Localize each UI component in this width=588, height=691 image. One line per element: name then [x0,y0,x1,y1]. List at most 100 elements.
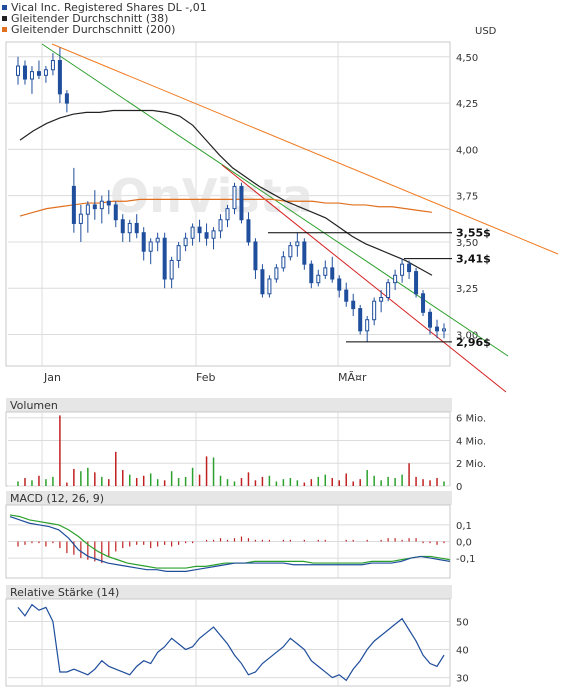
rsi-tick-label-2: 30 [456,674,469,685]
trendline-red [221,164,507,393]
candle-body [379,296,384,302]
candle-body [197,226,202,234]
macd-header-bg [6,491,452,505]
candle-body [421,293,426,313]
candle-body [225,208,230,221]
candle-body [134,222,139,234]
rsi-title: Relative Stärke (14) [10,586,119,599]
candle-body [400,263,405,276]
x-axis-labels: Jan Feb MÃ¤r [43,371,367,384]
candle-body [435,326,440,332]
macd-signal-line [9,514,451,569]
candle-body [302,241,307,265]
macd-line [9,516,451,572]
candle-body [239,185,244,221]
candle-body [246,219,251,243]
candle-body [274,267,279,280]
x-label-0: Jan [43,371,61,384]
ma200-line [19,198,433,217]
candle-body [232,185,237,210]
legend-swatch-ma38 [2,16,7,21]
x-label-1: Feb [196,371,215,384]
candle-body [281,256,286,269]
currency-label: USD [475,26,497,37]
candle-body [337,278,342,291]
candle-body [162,237,167,280]
candle-body [183,237,188,247]
candle-body [85,204,90,215]
candle-body [330,267,335,280]
legend: Vical Inc. Registered Shares DL -,01 Gle… [2,1,207,36]
volume-panel: Volumen 6 Mio. 4 Mio. 2 Mio. 0 [5,398,486,493]
volume-title: Volumen [10,399,58,412]
rsi-line [17,603,445,682]
x-label-2: MÃ¤r [338,371,367,384]
candle-body [71,185,76,224]
volume-tick-label-0: 6 Mio. [456,414,486,425]
price-tick-label-2: 4,00 [456,145,478,156]
candle-body [57,60,62,95]
candle-body [176,245,181,261]
candle-body [309,263,314,284]
legend-item-price: Vical Inc. Registered Shares DL -,01 [2,1,207,14]
candle-body [260,269,265,295]
candle-body [92,204,97,210]
macd-title: MACD (12, 26, 9) [10,492,104,505]
candle-body [211,230,216,239]
macd-tick-label-2: -0,1 [456,554,476,565]
ma38-line [19,109,433,276]
legend-item-ma38: Gleitender Durchschnitt (38) [2,12,168,25]
price-tick-label-3: 3,75 [456,192,478,203]
legend-label-ma38: Gleitender Durchschnitt (38) [11,12,168,25]
candle-body [141,232,146,252]
macd-panel: MACD (12, 26, 9) 0,1 0,0 -0,1 [5,491,476,579]
candle-body [99,200,104,210]
candle-body [253,241,258,271]
candle-body [316,274,321,284]
price-tick-label-4: 3,50 [456,238,478,249]
legend-swatch-price [2,5,7,10]
candle-body [36,71,41,76]
level-label-2: 2,96$ [456,336,491,349]
price-tick-label-6: 3,00 [456,331,478,342]
rsi-header-bg [6,585,452,599]
volume-tick-label-2: 2 Mio. [456,459,486,470]
candle-body [365,319,370,332]
rsi-panel: Relative Stärke (14) 50 40 30 [5,585,469,687]
legend-label-ma200: Gleitender Durchschnitt (200) [11,23,175,36]
candle-body [218,219,223,232]
candle-body [64,93,69,104]
candle-body [204,232,209,239]
volume-frame [5,411,451,487]
candle-body [393,274,398,284]
candle-body [372,300,377,321]
legend-swatch-ma200 [2,27,7,32]
candle-body [323,267,328,276]
candle-body [106,200,111,206]
candle-body [155,237,160,243]
price-tick-label-5: 3,25 [456,284,478,295]
candle-body [386,282,391,298]
candle-body [267,278,272,295]
level-label-0: 3,55$ [456,227,491,240]
rsi-tick-label-1: 40 [456,646,469,657]
candle-body [113,204,118,221]
rsi-frame [5,598,451,687]
candle-body [407,263,412,273]
rsi-tick-label-0: 50 [456,617,469,628]
candle-body [414,271,419,295]
candle-body [127,222,132,234]
price-tick-label-1: 4,25 [456,99,478,110]
level-label-1: 3,41$ [456,253,491,266]
candle-body [50,60,55,71]
legend-item-ma200: Gleitender Durchschnitt (200) [2,23,175,36]
candle-body [22,65,27,80]
candle-body [428,311,433,328]
candle-body [120,219,125,234]
candle-body [295,241,300,247]
volume-tick-label-3: 0 [456,482,462,493]
candle-body [442,328,446,332]
legend-label-price: Vical Inc. Registered Shares DL -,01 [11,1,207,14]
candle-body [288,245,293,258]
